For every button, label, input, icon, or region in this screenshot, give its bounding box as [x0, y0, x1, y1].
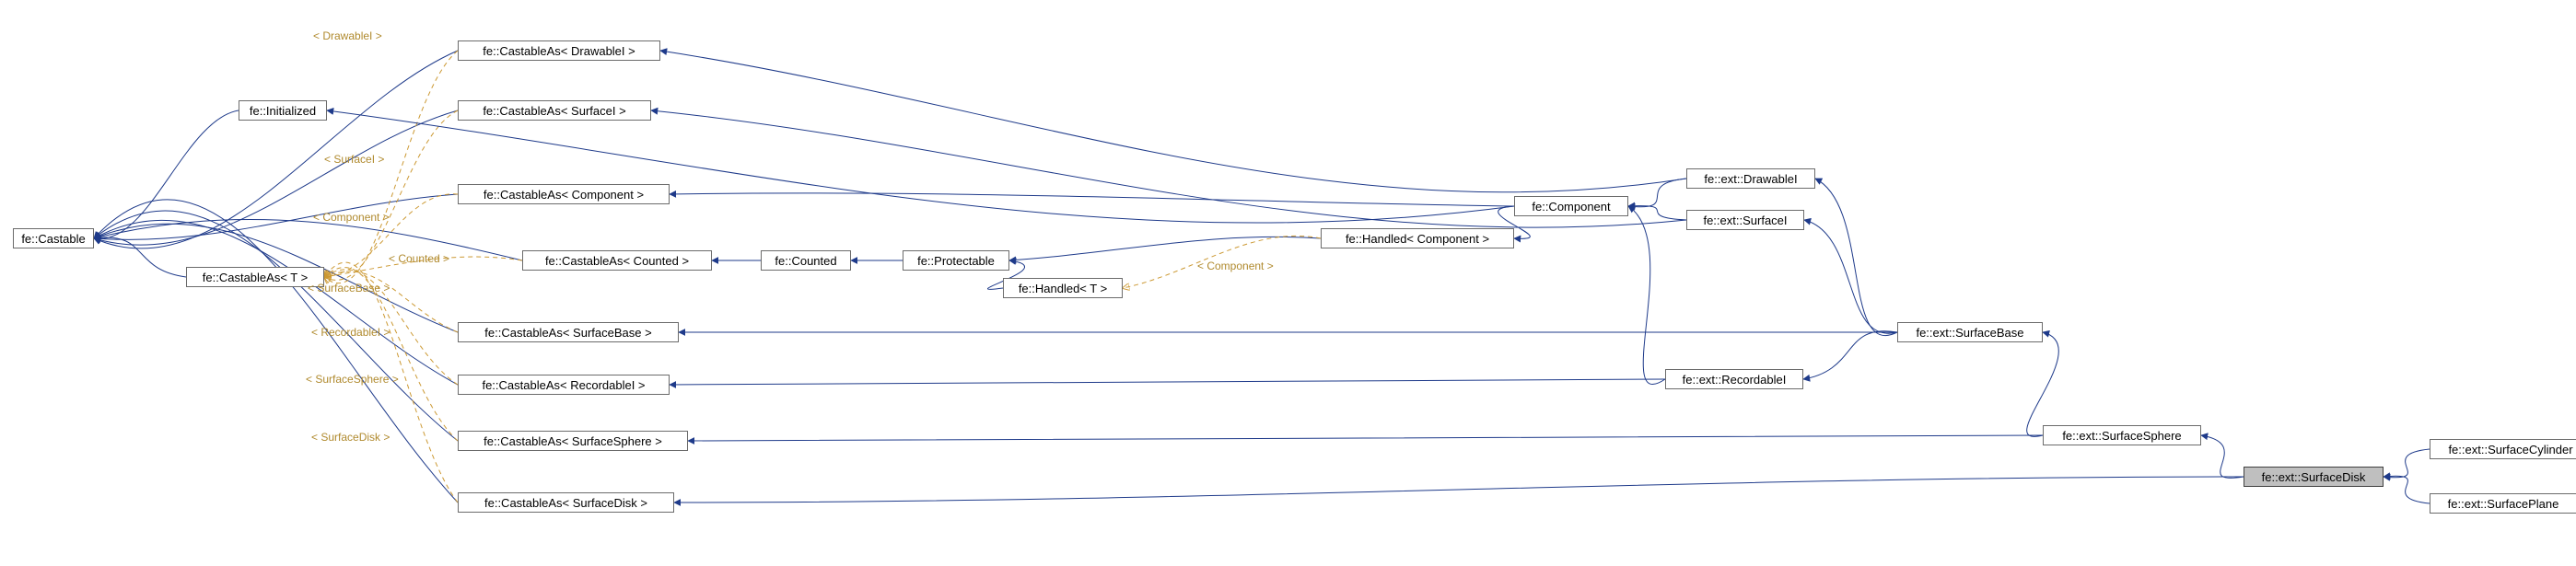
node-castableas_surfacesphere[interactable]: fe::CastableAs< SurfaceSphere >	[458, 431, 688, 451]
diagram-canvas: fe::Castablefe::Initializedfe::CastableA…	[0, 0, 2576, 566]
node-handled_component[interactable]: fe::Handled< Component >	[1321, 228, 1514, 248]
edges-layer	[0, 0, 2576, 566]
node-label: fe::Handled< Component >	[1346, 232, 1489, 246]
edge	[1628, 206, 1665, 385]
node-castableas_surfacei[interactable]: fe::CastableAs< SurfaceI >	[458, 100, 651, 121]
edge	[324, 51, 458, 283]
node-castableas_counted[interactable]: fe::CastableAs< Counted >	[522, 250, 712, 271]
node-ext_surfacebase[interactable]: fe::ext::SurfaceBase	[1897, 322, 2043, 342]
node-label: fe::ext::SurfaceCylinder	[2448, 443, 2572, 456]
node-label: fe::CastableAs< DrawableI >	[483, 44, 635, 58]
edge-label: < Component >	[1197, 260, 1274, 272]
node-label: fe::CastableAs< T >	[203, 271, 308, 284]
edge	[1803, 331, 1897, 379]
edge	[324, 268, 458, 441]
node-label: fe::Handled< T >	[1019, 282, 1107, 295]
edge	[1628, 179, 1686, 207]
edge	[324, 270, 458, 385]
node-label: fe::CastableAs< SurfaceBase >	[484, 326, 651, 340]
node-label: fe::CastableAs< Component >	[484, 188, 644, 202]
edge	[1009, 237, 1321, 260]
edge-label: < RecordableI >	[311, 326, 390, 339]
edge	[94, 110, 239, 239]
node-castableas_t[interactable]: fe::CastableAs< T >	[186, 267, 324, 287]
node-ext_recordablei[interactable]: fe::ext::RecordableI	[1665, 369, 1803, 389]
edge	[2384, 449, 2430, 478]
edge	[1123, 236, 1321, 288]
edge-label: < SurfaceDisk >	[311, 431, 390, 444]
node-castable[interactable]: fe::Castable	[13, 228, 94, 248]
node-handled_t[interactable]: fe::Handled< T >	[1003, 278, 1123, 298]
edge	[1628, 206, 1686, 220]
edge	[2027, 332, 2059, 436]
node-label: fe::ext::SurfaceBase	[1916, 326, 2023, 340]
edge-label: < Counted >	[389, 252, 449, 265]
edge-label: < SurfaceSphere >	[306, 373, 399, 386]
edge	[688, 435, 2043, 441]
edge	[94, 220, 458, 385]
node-ext_surfacedisk[interactable]: fe::ext::SurfaceDisk	[2244, 467, 2384, 487]
node-label: fe::Castable	[21, 232, 85, 246]
node-label: fe::CastableAs< SurfaceSphere >	[484, 434, 662, 448]
node-label: fe::ext::SurfacePlane	[2448, 497, 2559, 511]
node-castableas_component[interactable]: fe::CastableAs< Component >	[458, 184, 670, 204]
edge	[324, 194, 458, 277]
edge	[2384, 476, 2430, 503]
edge-label: < SurfaceI >	[324, 153, 384, 166]
edge	[324, 262, 458, 502]
edge-label: < DrawableI >	[313, 29, 382, 42]
edge	[660, 51, 1686, 192]
edge	[94, 110, 458, 245]
edge	[327, 110, 1514, 223]
node-label: fe::ext::SurfaceDisk	[2262, 470, 2366, 484]
node-castableas_drawablei[interactable]: fe::CastableAs< DrawableI >	[458, 40, 660, 61]
edge	[1804, 220, 1897, 333]
node-label: fe::CastableAs< RecordableI >	[482, 378, 645, 392]
node-label: fe::ext::DrawableI	[1704, 172, 1797, 186]
node-counted[interactable]: fe::Counted	[761, 250, 851, 271]
edge	[94, 237, 186, 277]
edge	[94, 194, 458, 239]
edge	[670, 193, 1514, 206]
node-initialized[interactable]: fe::Initialized	[239, 100, 327, 121]
edge	[324, 110, 458, 280]
node-label: fe::Protectable	[917, 254, 995, 268]
node-castableas_surfacebase[interactable]: fe::CastableAs< SurfaceBase >	[458, 322, 679, 342]
edge	[1815, 179, 1897, 336]
edge-label: < Component >	[313, 211, 390, 224]
node-label: fe::Component	[1532, 200, 1610, 214]
node-ext_surfacesphere[interactable]: fe::ext::SurfaceSphere	[2043, 425, 2201, 445]
node-label: fe::CastableAs< SurfaceDisk >	[484, 496, 647, 510]
edge	[674, 477, 2244, 502]
node-label: fe::Counted	[775, 254, 836, 268]
edge	[2201, 435, 2244, 478]
node-castableas_recordablei[interactable]: fe::CastableAs< RecordableI >	[458, 375, 670, 395]
edge	[94, 219, 522, 260]
edge	[94, 51, 458, 248]
node-label: fe::CastableAs< SurfaceI >	[483, 104, 625, 118]
node-label: fe::ext::SurfaceI	[1703, 214, 1787, 227]
node-ext_surfaceplane[interactable]: fe::ext::SurfacePlane	[2430, 493, 2576, 514]
node-label: fe::CastableAs< Counted >	[545, 254, 689, 268]
node-ext_drawablei[interactable]: fe::ext::DrawableI	[1686, 168, 1815, 189]
node-label: fe::Initialized	[250, 104, 316, 118]
edge	[670, 379, 1665, 385]
node-castableas_surfacedisk[interactable]: fe::CastableAs< SurfaceDisk >	[458, 492, 674, 513]
edge	[324, 257, 522, 277]
node-protectable[interactable]: fe::Protectable	[903, 250, 1009, 271]
edge	[94, 200, 458, 502]
node-ext_surfacecylinder[interactable]: fe::ext::SurfaceCylinder	[2430, 439, 2576, 459]
node-component[interactable]: fe::Component	[1514, 196, 1628, 216]
edge	[324, 271, 458, 332]
node-ext_surfacei[interactable]: fe::ext::SurfaceI	[1686, 210, 1804, 230]
edge	[94, 211, 458, 441]
node-label: fe::ext::SurfaceSphere	[2062, 429, 2181, 443]
node-label: fe::ext::RecordableI	[1683, 373, 1787, 387]
